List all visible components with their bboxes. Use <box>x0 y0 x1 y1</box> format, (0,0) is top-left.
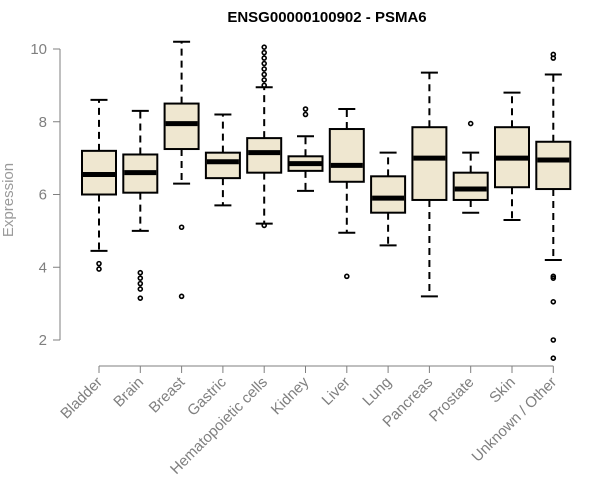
outlier-point <box>550 299 557 305</box>
outlier-point <box>550 275 557 281</box>
outlier-point <box>261 55 268 61</box>
y-tick-label: 10 <box>30 41 47 58</box>
outlier-point <box>261 66 268 72</box>
outlier-point <box>302 111 309 118</box>
x-tick-label: Lung <box>359 374 395 410</box>
y-tick-label: 6 <box>39 187 47 204</box>
x-tick-label: Skin <box>486 374 519 407</box>
outlier-point <box>261 82 268 89</box>
outlier-point <box>261 77 268 83</box>
y-axis: 2 4 6 8 10 <box>30 41 61 349</box>
outlier-point <box>550 337 557 343</box>
y-tick-label: 2 <box>39 332 47 349</box>
outlier-point <box>343 273 350 280</box>
outlier-point <box>137 269 144 276</box>
box-iqr <box>204 151 241 180</box>
outlier-point <box>96 260 102 267</box>
outlier-point <box>261 60 268 67</box>
outlier-point <box>467 120 474 127</box>
box-series <box>81 40 572 361</box>
x-tick-label: Brain <box>110 374 147 411</box>
box-liver <box>328 108 365 280</box>
outlier-point <box>302 106 309 112</box>
outlier-point <box>261 71 268 78</box>
outlier-point <box>261 44 268 50</box>
box-iqr <box>535 140 572 191</box>
outlier-point <box>261 49 268 56</box>
x-tick-label: Breast <box>146 373 189 416</box>
outlier-point <box>137 286 144 292</box>
chart-title: ENSG00000100902 - PSMA6 <box>227 9 426 26</box>
box-brain <box>122 109 159 301</box>
box-iqr <box>411 126 448 201</box>
box-pancreas <box>411 71 448 298</box>
box-iqr <box>246 137 283 174</box>
box-unknown-other <box>535 51 572 361</box>
box-gastric <box>204 113 241 207</box>
outlier-point <box>137 280 144 287</box>
outlier-point <box>178 224 185 231</box>
x-tick-label: Bladder <box>57 374 106 423</box>
box-kidney <box>287 106 324 192</box>
box-prostate <box>452 120 489 214</box>
x-tick-label: Prostate <box>426 374 478 426</box>
outlier-point <box>137 275 144 281</box>
box-iqr <box>328 128 365 183</box>
outlier-point <box>178 293 185 300</box>
outlier-point <box>261 222 268 229</box>
box-hematopoietic-cells <box>246 44 283 229</box>
box-iqr <box>370 175 407 214</box>
box-skin <box>494 91 530 221</box>
box-iqr <box>452 171 489 201</box>
outlier-point <box>550 55 557 61</box>
y-tick-label: 8 <box>39 114 47 131</box>
box-lung <box>370 151 407 247</box>
box-bladder <box>81 98 117 272</box>
y-axis-label: Expression <box>0 163 17 237</box>
outlier-point <box>96 266 102 272</box>
x-tick-label: Liver <box>319 374 354 409</box>
x-tick-label: Kidney <box>268 373 313 418</box>
outlier-point <box>550 355 557 361</box>
y-tick-label: 4 <box>39 259 47 276</box>
box-breast <box>163 40 200 300</box>
outlier-point <box>137 295 144 301</box>
box-iqr <box>163 102 200 151</box>
